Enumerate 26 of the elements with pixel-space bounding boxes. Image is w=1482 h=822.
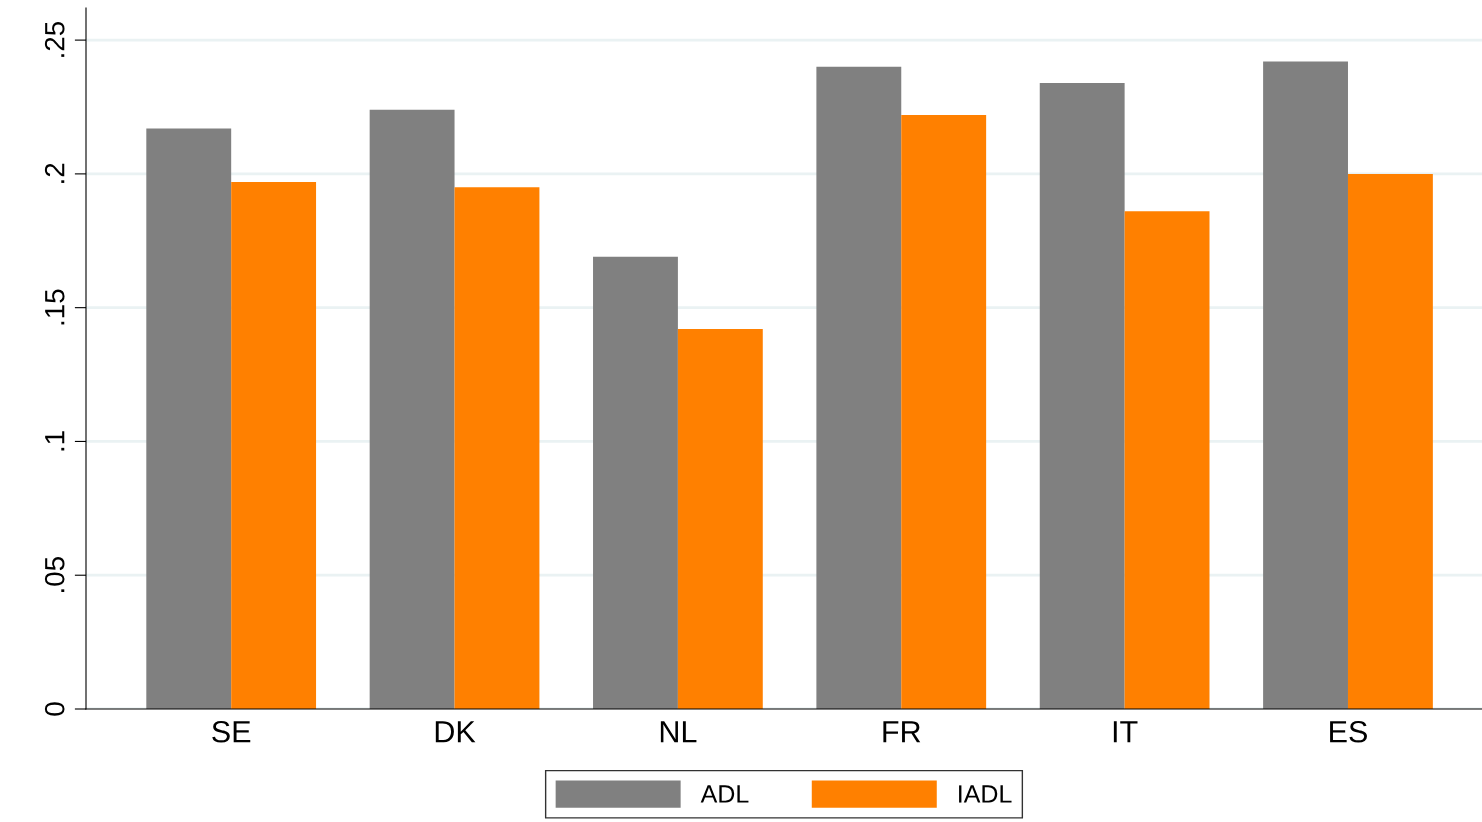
bar (1124, 211, 1210, 709)
y-tick-label: .05 (44, 557, 65, 592)
legend-label: IADL (959, 785, 1012, 803)
x-tick-label: IT (1113, 721, 1138, 743)
x-tick-label: SE (212, 720, 251, 743)
bar (1263, 61, 1348, 709)
legend-label: ADL (700, 785, 749, 803)
bar (146, 128, 232, 709)
x-tick-label: ES (1330, 720, 1367, 743)
y-tick-label: .1 (45, 431, 65, 451)
bar (369, 109, 455, 709)
bar (901, 115, 987, 709)
bar (1039, 82, 1125, 709)
bar (677, 329, 763, 709)
y-tick-label: .15 (45, 289, 65, 325)
bar (231, 181, 317, 709)
x-tick-label: FR (883, 721, 921, 743)
y-tick-label: 0 (44, 702, 65, 716)
y-tick-label: .2 (44, 163, 65, 183)
bar (1347, 173, 1433, 709)
x-tick-label: NL (660, 721, 697, 743)
y-tick-label: .25 (44, 21, 65, 57)
x-tick-label: DK (435, 721, 476, 743)
bar (816, 66, 902, 709)
bar (454, 187, 540, 709)
bar (593, 256, 678, 709)
